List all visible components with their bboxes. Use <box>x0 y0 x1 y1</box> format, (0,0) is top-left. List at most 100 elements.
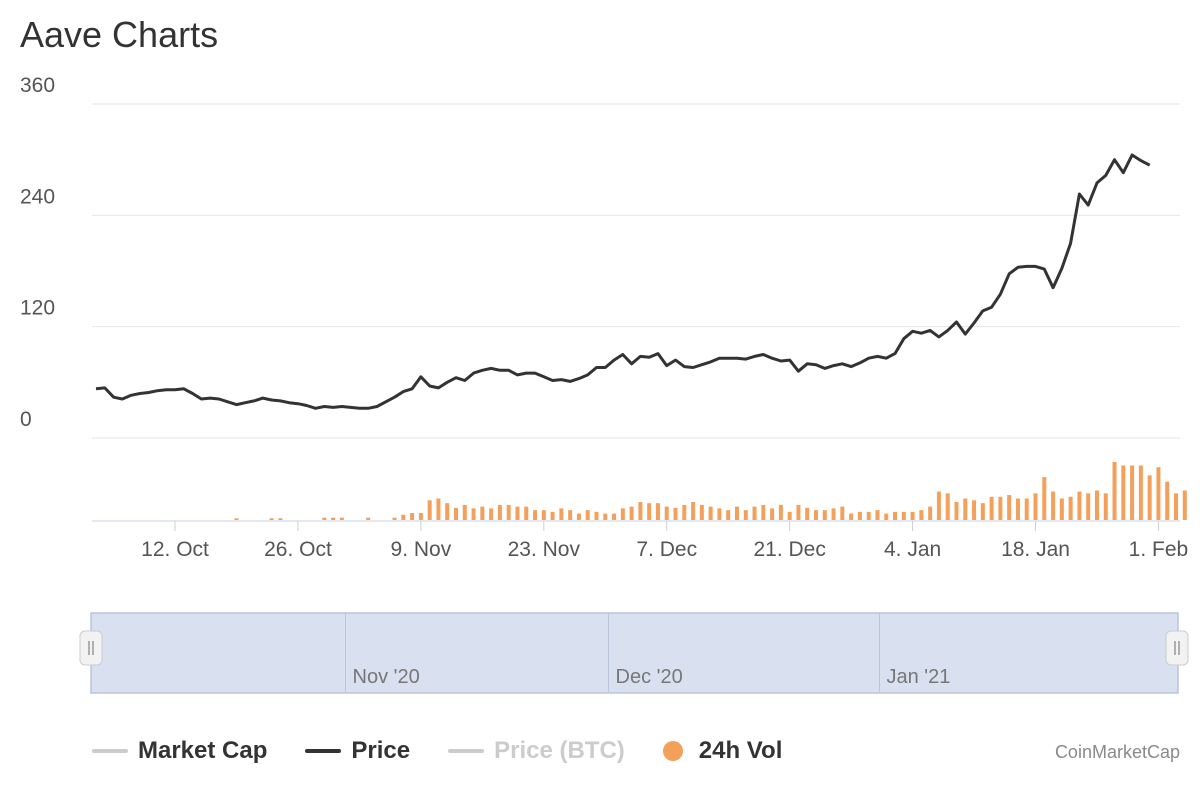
y-tick-label: 120 <box>20 297 55 320</box>
x-tick-label: 1. Feb <box>1129 538 1189 561</box>
volume-bar <box>533 510 538 520</box>
volume-bar <box>691 502 696 520</box>
chart-title: Aave Charts <box>20 14 219 55</box>
navigator-window <box>90 612 1179 694</box>
volume-bar <box>541 510 546 520</box>
volume-bar <box>445 503 450 520</box>
volume-bar <box>1094 490 1099 520</box>
volume-bar <box>778 504 783 520</box>
legend-label-24h-vol: 24h Vol <box>698 737 783 764</box>
volume-bar <box>857 511 862 520</box>
volume-bar <box>1086 493 1091 520</box>
volume-bar <box>1077 491 1082 520</box>
volume-bars <box>234 462 1187 520</box>
price-line <box>95 153 1151 410</box>
grid-lines <box>92 103 1180 439</box>
x-tick-label: 18. Jan <box>1001 538 1070 561</box>
volume-bar <box>427 500 432 520</box>
volume-bar <box>1165 481 1170 520</box>
navigator-label: Nov '20 <box>353 666 420 688</box>
x-axis: 12. Oct 26. Oct 9. Nov 23. Nov 7. Dec 21. Dec… <box>92 520 1189 561</box>
volume-bar <box>550 511 555 520</box>
volume-bar <box>980 503 985 520</box>
y-tick-label: 360 <box>20 74 55 97</box>
volume-bar <box>1015 498 1020 520</box>
handle-body <box>1165 630 1189 666</box>
legend-item-market-cap[interactable]: Market Cap <box>92 737 267 765</box>
volume-bar <box>638 502 643 520</box>
volume-bar <box>629 506 634 520</box>
volume-bar <box>410 513 415 520</box>
volume-bar <box>454 507 458 520</box>
x-tick-label: 9. Nov <box>391 538 452 561</box>
navigator[interactable]: Nov '20 Dec '20 Jan '21 <box>79 612 1189 694</box>
volume-bar <box>752 506 757 520</box>
volume-bar <box>849 513 854 520</box>
volume-bar <box>506 504 511 520</box>
volume-bar <box>805 507 810 520</box>
volume-bar <box>568 510 573 520</box>
volume-bar <box>734 506 739 520</box>
price-line-icon <box>305 749 342 753</box>
volume-bar <box>339 517 344 520</box>
volume-bar <box>893 511 898 520</box>
volume-bar <box>576 513 581 520</box>
volume-bar <box>418 513 423 520</box>
volume-bar <box>1138 465 1143 520</box>
volume-bar <box>884 513 889 520</box>
volume-bar <box>717 508 722 520</box>
volume-bar <box>787 511 792 520</box>
volume-bar <box>901 511 906 520</box>
legend: Market Cap Price Price (BTC) 24h Vol <box>92 733 820 769</box>
volume-dot-icon <box>662 741 683 761</box>
volume-bar <box>234 518 239 520</box>
volume-bar <box>620 508 625 520</box>
price-btc-line-icon <box>448 749 485 753</box>
volume-bar <box>278 518 283 520</box>
legend-item-24h-vol[interactable]: 24h Vol <box>662 737 783 765</box>
volume-bar <box>919 510 924 520</box>
volume-bar <box>664 506 669 520</box>
navigator-left-handle[interactable] <box>79 630 103 666</box>
volume-bar <box>699 504 704 520</box>
volume-bar <box>989 496 994 520</box>
volume-bar <box>655 503 660 520</box>
y-tick-label: 240 <box>20 185 55 208</box>
volume-bar <box>462 504 467 520</box>
navigator-label: Jan '21 <box>887 666 951 688</box>
credit-link[interactable]: CoinMarketCap <box>1054 742 1180 762</box>
volume-bar <box>480 506 485 520</box>
volume-bar <box>647 503 652 520</box>
volume-bar <box>1130 465 1135 520</box>
volume-bar <box>1007 495 1012 520</box>
volume-bar <box>1182 490 1187 520</box>
volume-bar <box>1174 493 1178 520</box>
volume-bar <box>1147 475 1152 520</box>
volume-bar <box>585 510 590 520</box>
volume-bar <box>726 510 731 520</box>
volume-bar <box>497 504 502 520</box>
volume-bar <box>524 506 529 520</box>
x-tick-label: 4. Jan <box>884 538 941 561</box>
volume-bar <box>673 507 678 520</box>
volume-bar <box>936 491 941 520</box>
volume-bar <box>770 508 775 520</box>
legend-label-price: Price <box>351 737 411 764</box>
volume-bar <box>945 493 950 520</box>
volume-bar <box>1042 477 1047 520</box>
volume-bar <box>612 513 617 520</box>
legend-label-market-cap: Market Cap <box>138 737 268 764</box>
legend-item-price-btc[interactable]: Price (BTC) <box>448 737 625 765</box>
volume-bar <box>489 508 494 520</box>
volume-bar <box>743 510 748 520</box>
price-series <box>95 153 1151 410</box>
volume-bar <box>401 514 406 520</box>
volume-bar <box>928 506 933 520</box>
legend-item-price[interactable]: Price <box>305 737 410 765</box>
volume-bar <box>822 510 827 520</box>
volume-bar <box>322 517 327 520</box>
volume-bar <box>796 504 801 520</box>
volume-bar <box>963 498 968 520</box>
navigator-right-handle[interactable] <box>1165 630 1189 666</box>
